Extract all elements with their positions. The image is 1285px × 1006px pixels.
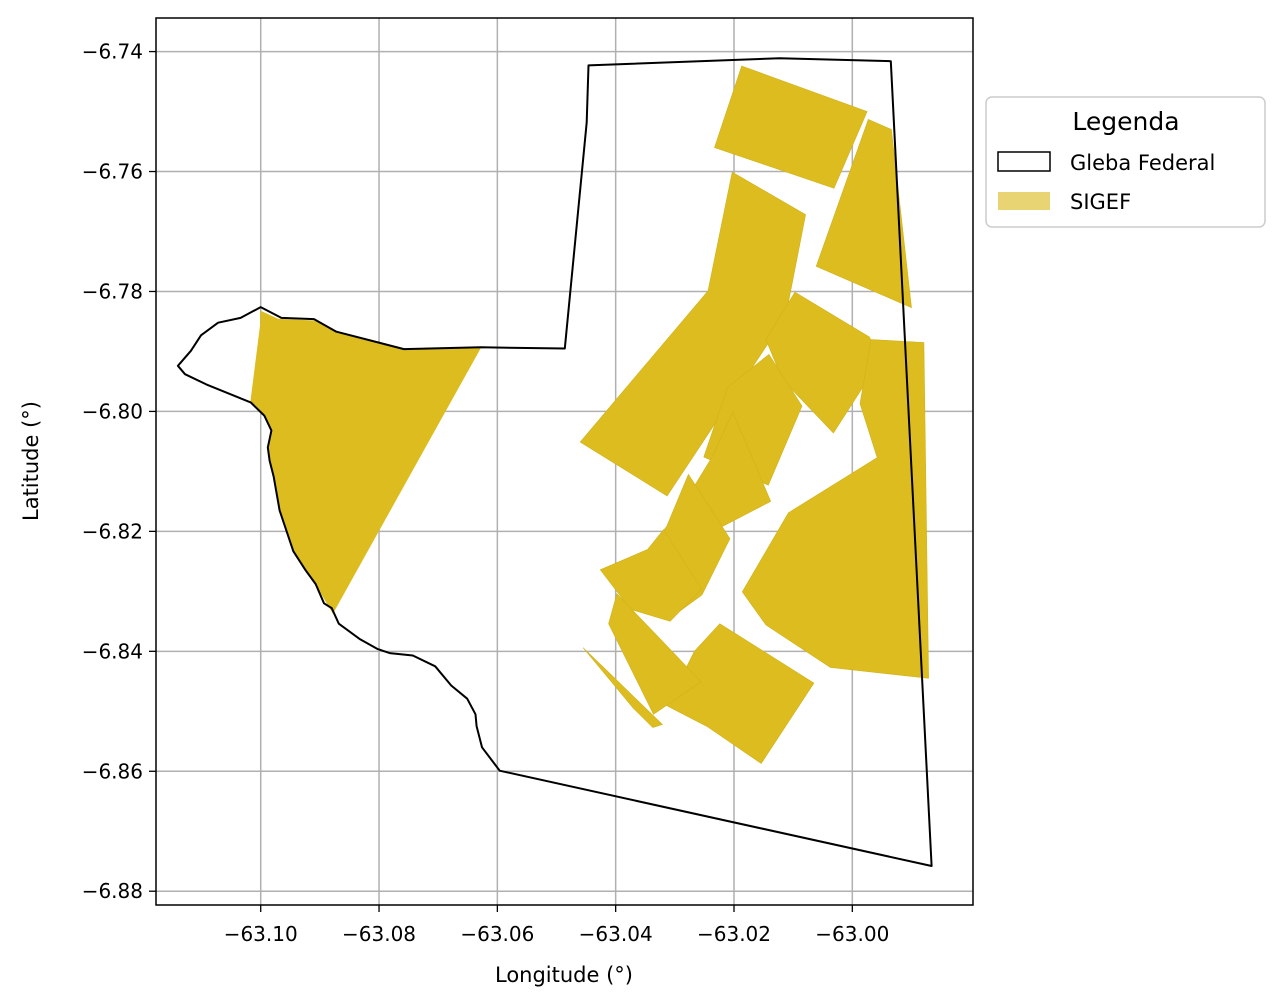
x-tick-label: −63.02: [697, 922, 771, 946]
sigef-parcel: [741, 339, 929, 679]
x-tick-label: −63.08: [342, 922, 416, 946]
legend-label-sigef: SIGEF: [1070, 190, 1131, 214]
legend-swatch-sigef: [998, 192, 1050, 210]
sigef-parcel: [815, 118, 912, 309]
gleba-federal-layer: [176, 57, 933, 867]
sigef-parcel: [765, 291, 881, 434]
map-layers: [176, 57, 933, 867]
legend-swatch-gleba-federal: [997, 151, 1051, 172]
sigef-parcel: [579, 171, 806, 497]
sigef-parcel: [582, 647, 663, 728]
plot-frame: [155, 17, 974, 906]
x-tick-label: −63.00: [815, 922, 889, 946]
x-tick-label: −63.10: [224, 922, 298, 946]
sigef-parcel: [714, 65, 868, 189]
y-tick-label: −6.80: [82, 399, 143, 423]
y-axis-ticks: −6.74 −6.76 −6.78 −6.80 −6.82 −6.84 −6.86 −6.88: [82, 40, 156, 903]
y-axis-label: Latitude (°): [19, 401, 43, 521]
y-tick-label: −6.82: [82, 519, 143, 543]
y-tick-label: −6.84: [82, 639, 143, 663]
y-tick-label: −6.76: [82, 160, 143, 184]
x-axis-label: Longitude (°): [495, 963, 633, 987]
legend-label-gleba-federal: Gleba Federal: [1070, 151, 1215, 175]
y-tick-label: −6.78: [82, 279, 143, 303]
x-axis-ticks: −63.10 −63.08 −63.06 −63.04 −63.02 −63.00: [224, 905, 889, 946]
x-tick-label: −63.06: [460, 922, 534, 946]
y-tick-label: −6.88: [82, 879, 143, 903]
legend-title: Legenda: [1072, 107, 1179, 136]
gleba-federal-boundary: [176, 57, 933, 867]
legend-box: [985, 96, 1266, 228]
legend: Legenda Gleba Federal SIGEF: [985, 96, 1266, 228]
y-tick-label: −6.74: [82, 40, 143, 64]
sigef-layer: [250, 65, 929, 764]
x-tick-label: −63.04: [579, 922, 653, 946]
sigef-parcel: [608, 593, 702, 715]
y-tick-label: −6.86: [82, 759, 143, 783]
sigef-parcel: [666, 623, 815, 764]
